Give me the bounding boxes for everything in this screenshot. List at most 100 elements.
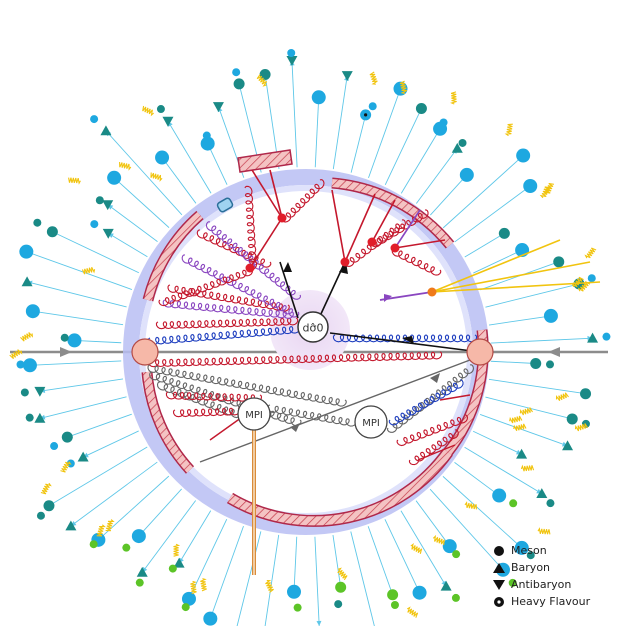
gluon-line <box>196 229 272 268</box>
baryon-icon <box>493 562 505 573</box>
meson-particle <box>553 256 565 268</box>
gluon-line <box>391 247 442 276</box>
meson-particle <box>95 196 104 205</box>
baryon-particle <box>100 125 112 136</box>
meson-particle <box>122 543 131 552</box>
meson-particle <box>334 600 343 609</box>
meson-particle <box>459 167 474 182</box>
meson-particle <box>33 218 42 227</box>
quark-lines <box>199 169 601 463</box>
photon-line <box>537 527 551 535</box>
meson-particle <box>36 511 45 520</box>
gluon-line <box>396 414 469 447</box>
meson-particle <box>390 600 399 609</box>
hard-process-vertex: dσ̂0 <box>297 311 329 343</box>
photon-line <box>399 80 408 94</box>
gluon-line <box>388 379 464 426</box>
photon-line <box>513 423 527 432</box>
gluon-line <box>181 254 300 318</box>
heavy-cluster-icon <box>216 197 234 213</box>
meson-particle <box>131 529 146 544</box>
meson-particle <box>580 388 592 400</box>
gluon-line <box>281 179 325 223</box>
meson-particle <box>25 304 40 319</box>
antibaryon-particle <box>102 200 114 211</box>
meson-particle <box>259 68 271 80</box>
meson-particle <box>19 244 34 259</box>
photon-line <box>406 606 419 618</box>
meson-particle <box>543 308 558 323</box>
meson-particle <box>368 102 377 111</box>
photon-line <box>256 74 268 87</box>
photon-line <box>20 332 33 342</box>
meson-particle <box>526 551 535 560</box>
legend: Meson Baryon Antibaryon Heavy Flavour <box>492 542 617 610</box>
photon-line <box>105 519 115 532</box>
photon-line <box>539 186 550 199</box>
photon-line <box>410 543 423 554</box>
hadron-rays <box>26 60 593 626</box>
photon-line <box>68 177 81 185</box>
meson-particle <box>181 603 190 612</box>
photon-line <box>150 172 163 182</box>
hard-process-label: dσ̂0 <box>303 322 324 335</box>
baryon-particle <box>440 580 452 591</box>
photon-line <box>265 579 274 593</box>
gluon-line <box>156 381 242 419</box>
meson-particle <box>442 539 457 554</box>
hadron-particles <box>16 49 611 626</box>
photon-line <box>519 407 533 416</box>
meson-particle <box>439 118 448 127</box>
gluon-line <box>147 325 301 346</box>
meson-particle <box>566 413 578 425</box>
meson-particle <box>67 333 82 348</box>
gluon-line <box>205 221 302 300</box>
photon-line <box>190 580 197 595</box>
gluon-line <box>408 429 459 466</box>
meson-particle <box>587 274 596 283</box>
antibaryon-particle <box>162 116 174 127</box>
gluon-line <box>244 185 258 270</box>
meson-particle <box>293 603 302 612</box>
photon-line <box>574 423 589 432</box>
meson-particle <box>90 220 99 229</box>
meson-particle <box>107 170 122 185</box>
photon-line <box>337 567 348 581</box>
legend-item-baryon: Baryon <box>492 559 617 576</box>
baryon-particle <box>21 276 33 287</box>
photon-line <box>464 501 477 510</box>
antibaryon-particle <box>286 56 298 66</box>
photon-line <box>173 543 181 557</box>
meson-particle <box>43 500 55 512</box>
photon-line <box>200 578 207 592</box>
mpi-label-left: MPI <box>245 410 263 421</box>
gluon-line <box>172 407 241 418</box>
beam-arrow-left-icon <box>60 347 72 357</box>
meson-icon <box>494 545 504 556</box>
meson-particle <box>452 550 461 559</box>
meson-particle <box>60 333 69 342</box>
meson-particle <box>498 227 510 239</box>
meson-particle <box>233 78 245 90</box>
meson-particle <box>287 49 296 58</box>
mpi-label-right: MPI <box>362 418 380 429</box>
beam-arrow-right-icon <box>548 347 560 357</box>
photon-line <box>577 281 591 292</box>
baryon-particle <box>562 440 574 451</box>
splitting-vertices <box>245 213 437 297</box>
meson-particle <box>530 357 542 369</box>
meson-particle <box>168 564 177 573</box>
cluster-bar-top <box>237 149 293 173</box>
photon-line <box>9 349 23 360</box>
legend-label: Antibaryon <box>511 578 572 591</box>
meson-particle <box>523 179 538 194</box>
baryon-particle <box>587 332 599 343</box>
meson-particle <box>602 332 611 341</box>
photon-line <box>520 464 535 472</box>
meson-particle <box>508 578 517 587</box>
legend-label: Meson <box>511 544 547 557</box>
meson-particle <box>16 360 25 369</box>
antibaryon-particle <box>212 102 224 113</box>
baryon-particle <box>136 566 148 577</box>
gluon-line <box>332 334 478 343</box>
